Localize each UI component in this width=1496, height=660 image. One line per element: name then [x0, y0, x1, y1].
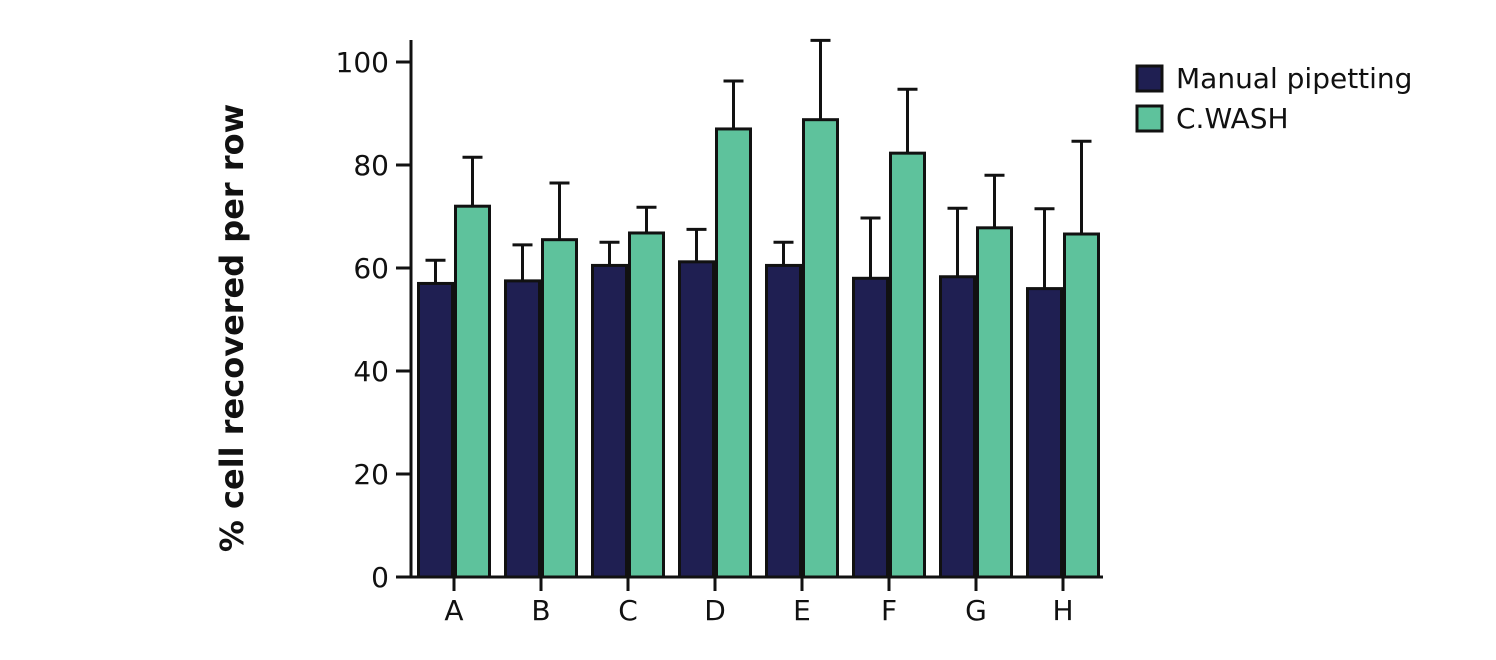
bar-cwash-A [454, 204, 491, 579]
bar-manual-F [852, 276, 889, 579]
legend-swatch-manual [1135, 64, 1164, 93]
bar-manual-D [678, 260, 715, 579]
x-tick-label-F: F [881, 594, 897, 627]
bar-manual-C [591, 263, 628, 579]
x-tick-label-C: C [618, 594, 638, 627]
axes-layer [409, 40, 1103, 579]
legend: Manual pipetting C.WASH [1135, 62, 1412, 135]
legend-label-manual: Manual pipetting [1176, 62, 1412, 95]
x-tick-label-E: E [793, 594, 811, 627]
bar-cwash-H [1063, 232, 1100, 579]
x-tick-label-B: B [531, 594, 550, 627]
bars-layer [417, 118, 1100, 579]
y-tick-label-0: 0 [371, 561, 389, 594]
bar-manual-B [504, 279, 541, 579]
x-tick-label-A: A [444, 594, 463, 627]
y-tick-label-40: 40 [353, 355, 389, 388]
bar-cwash-E [802, 118, 839, 579]
y-tick-label-100: 100 [336, 46, 389, 79]
y-tick-label-60: 60 [353, 252, 389, 285]
x-tick-label-G: G [965, 594, 987, 627]
bar-cwash-D [715, 127, 752, 579]
y-tick-label-20: 20 [353, 458, 389, 491]
x-tick-label-D: D [704, 594, 726, 627]
ticks-layer: 0 20 40 60 80 100 A B C D E F G H [336, 46, 1074, 627]
y-axis-label: % cell recovered per row [213, 104, 251, 552]
bar-cwash-F [889, 151, 926, 579]
bar-manual-A [417, 281, 454, 579]
bar-manual-H [1026, 287, 1063, 579]
x-tick-label-H: H [1052, 594, 1073, 627]
legend-swatch-cwash [1135, 104, 1164, 133]
legend-label-cwash: C.WASH [1176, 102, 1289, 135]
bar-cwash-G [976, 226, 1013, 579]
error-bars-layer [425, 38, 1092, 289]
bar-cwash-B [541, 238, 578, 579]
bar-manual-E [765, 263, 802, 579]
y-tick-label-80: 80 [353, 149, 389, 182]
bar-manual-G [939, 275, 976, 579]
bar-cwash-C [628, 231, 665, 579]
